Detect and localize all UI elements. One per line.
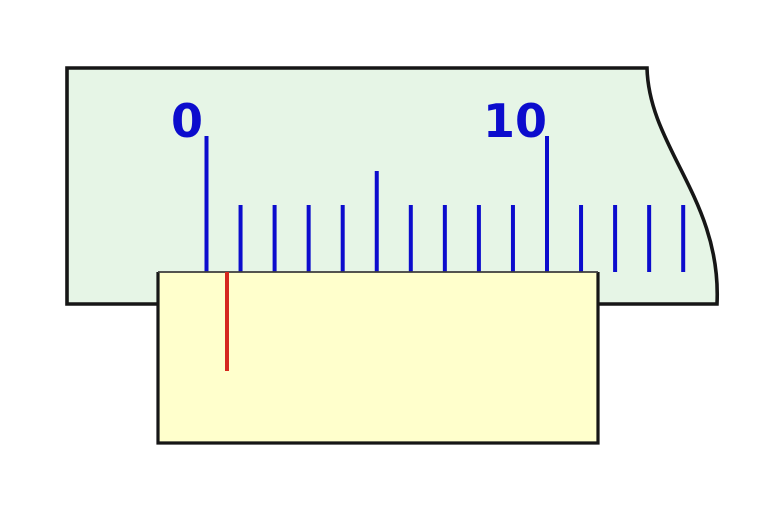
ruler-body bbox=[65, 66, 719, 306]
scale-label-0: 0 bbox=[171, 94, 203, 148]
scale-ticks-group bbox=[204, 136, 686, 272]
scale-label-10: 10 bbox=[483, 94, 547, 148]
slider-border bbox=[156, 272, 600, 445]
slider-body bbox=[158, 272, 598, 443]
